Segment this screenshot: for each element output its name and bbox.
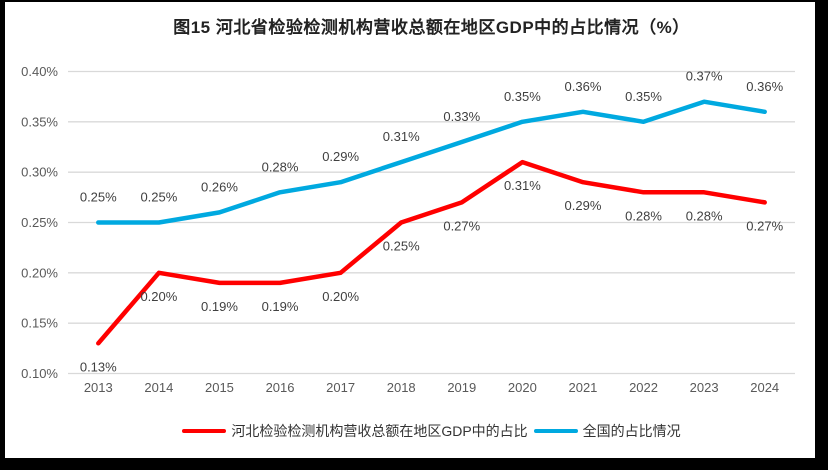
x-tick-label: 2022 — [629, 380, 658, 395]
y-tick-label: 0.35% — [21, 114, 58, 129]
legend-item-national: 全国的占比情况 — [533, 421, 681, 441]
data-label-national-2023: 0.37% — [686, 69, 723, 84]
x-tick-label: 2020 — [508, 380, 537, 395]
data-label-hebei-2013: 0.13% — [80, 359, 117, 374]
data-label-hebei-2020: 0.31% — [504, 178, 541, 193]
data-label-hebei-2018: 0.25% — [383, 239, 420, 254]
x-tick-label: 2014 — [144, 380, 173, 395]
data-label-national-2016: 0.28% — [262, 159, 299, 174]
data-label-hebei-2014: 0.20% — [140, 289, 177, 304]
y-tick-label: 0.20% — [21, 265, 58, 280]
series-line-hebei — [96, 159, 767, 346]
data-label-hebei-2022: 0.28% — [625, 208, 662, 223]
data-label-hebei-2017: 0.20% — [322, 289, 359, 304]
data-label-national-2024: 0.36% — [746, 79, 783, 94]
y-tick-label: 0.10% — [21, 366, 58, 381]
x-tick-label: 2021 — [568, 380, 597, 395]
x-tick-label: 2017 — [326, 380, 355, 395]
x-tick-label: 2013 — [84, 380, 113, 395]
legend-line-sample-red — [182, 429, 227, 433]
chart-canvas — [5, 2, 815, 458]
y-tick-label: 0.15% — [21, 316, 58, 331]
x-tick-label: 2019 — [447, 380, 476, 395]
data-label-national-2013: 0.25% — [80, 190, 117, 205]
data-label-hebei-2023: 0.28% — [686, 208, 723, 223]
data-label-hebei-2015: 0.19% — [201, 299, 238, 314]
data-label-hebei-2021: 0.29% — [565, 198, 602, 213]
data-label-national-2021: 0.36% — [565, 79, 602, 94]
data-label-national-2022: 0.35% — [625, 89, 662, 104]
data-label-national-2018: 0.31% — [383, 129, 420, 144]
x-tick-label: 2023 — [690, 380, 719, 395]
data-label-hebei-2024: 0.27% — [746, 218, 783, 233]
legend-item-hebei: 河北检验检测机构营收总额在地区GDP中的占比 — [182, 421, 528, 441]
y-tick-label: 0.30% — [21, 165, 58, 180]
chart-legend: 河北检验检测机构营收总额在地区GDP中的占比 全国的占比情况 — [68, 421, 795, 441]
legend-line-sample-blue — [533, 429, 578, 433]
data-label-national-2017: 0.29% — [322, 149, 359, 164]
data-label-hebei-2016: 0.19% — [262, 299, 299, 314]
x-tick-label: 2016 — [266, 380, 295, 395]
data-label-national-2015: 0.26% — [201, 179, 238, 194]
data-label-national-2020: 0.35% — [504, 89, 541, 104]
x-tick-label: 2015 — [205, 380, 234, 395]
x-tick-label: 2024 — [750, 380, 779, 395]
legend-label-national: 全国的占比情况 — [582, 423, 681, 439]
chart-title: 图15 河北省检验检测机构营收总额在地区GDP中的占比情况（%） — [173, 18, 690, 37]
data-label-hebei-2019: 0.27% — [443, 218, 480, 233]
data-label-national-2014: 0.25% — [140, 190, 177, 205]
y-tick-label: 0.25% — [21, 215, 58, 230]
data-label-national-2019: 0.33% — [443, 109, 480, 124]
x-tick-label: 2018 — [387, 380, 416, 395]
legend-label-hebei: 河北检验检测机构营收总额在地区GDP中的占比 — [231, 423, 528, 439]
series-line-national — [96, 99, 767, 225]
y-tick-label: 0.40% — [21, 64, 58, 79]
